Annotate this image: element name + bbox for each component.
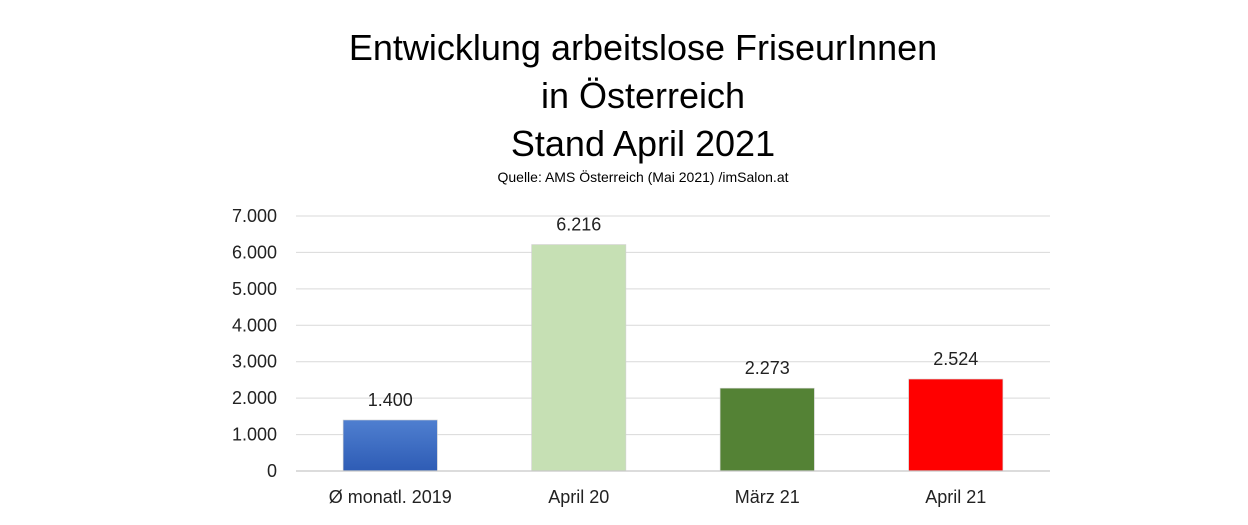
bar xyxy=(719,387,815,472)
x-tick-label: April 20 xyxy=(548,487,609,507)
y-tick-label: 7.000 xyxy=(232,206,277,226)
y-axis-tick-labels: 0 1.000 2.000 3.000 4.000 5.000 6.000 7.000 xyxy=(232,206,277,481)
y-tick-label: 6.000 xyxy=(232,242,277,262)
data-label: 2.273 xyxy=(745,358,790,378)
data-label: 1.400 xyxy=(368,390,413,410)
y-tick-label: 4.000 xyxy=(232,315,277,335)
chart-title-line-1: Entwicklung arbeitslose FriseurInnen xyxy=(349,27,937,68)
data-label: 6.216 xyxy=(556,215,601,235)
bar xyxy=(531,244,627,472)
x-axis-tick-labels: Ø monatl. 2019 April 20 März 21 April 21 xyxy=(329,487,987,507)
bar xyxy=(342,419,438,472)
x-tick-label: April 21 xyxy=(925,487,986,507)
chart-title: Entwicklung arbeitslose FriseurInnen in … xyxy=(349,27,937,164)
y-tick-label: 0 xyxy=(267,461,277,481)
data-labels: 1.400 6.216 2.273 2.524 xyxy=(368,215,979,410)
y-tick-label: 5.000 xyxy=(232,279,277,299)
bar xyxy=(908,378,1004,472)
gridlines xyxy=(296,215,1050,436)
data-label: 2.524 xyxy=(933,349,978,369)
y-tick-label: 2.000 xyxy=(232,388,277,408)
y-tick-label: 3.000 xyxy=(232,352,277,372)
x-tick-label: Ø monatl. 2019 xyxy=(329,487,452,507)
chart-subtitle: Quelle: AMS Österreich (Mai 2021) /imSal… xyxy=(497,168,788,185)
y-tick-label: 1.000 xyxy=(232,425,277,445)
bars xyxy=(342,244,1004,472)
chart-title-line-3: Stand April 2021 xyxy=(511,123,775,164)
chart-title-line-2: in Österreich xyxy=(541,75,745,116)
x-tick-label: März 21 xyxy=(735,487,800,507)
